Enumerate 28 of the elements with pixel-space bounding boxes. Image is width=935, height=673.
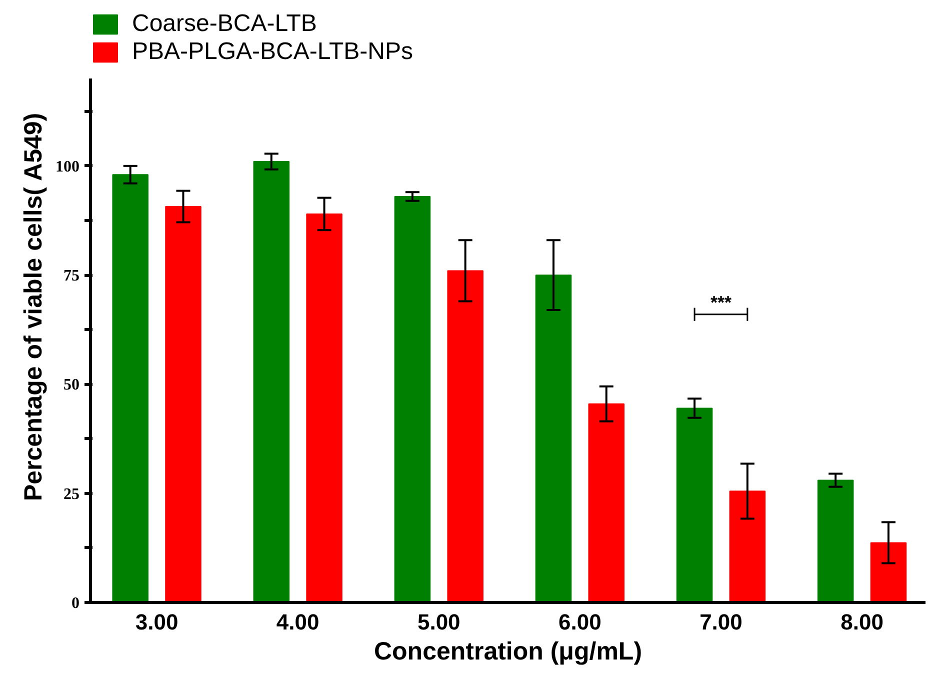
bar (535, 274, 572, 602)
legend-label: PBA-PLGA-BCA-LTB-NPs (132, 38, 413, 66)
x-tick-label: 4.00 (276, 610, 320, 634)
bar (394, 196, 431, 602)
bar (306, 213, 342, 602)
bar (447, 270, 484, 602)
y-axis-title: Percentage of viable cells( A549) (20, 112, 48, 502)
bar (870, 542, 907, 602)
bar (253, 161, 290, 602)
x-tick-label: 5.00 (417, 610, 460, 634)
bar (112, 174, 148, 602)
x-tick-label: 8.00 (840, 610, 884, 634)
x-axis-title: Concentration (μg/mL) (374, 638, 642, 666)
y-tick-label: 75 (64, 268, 80, 285)
bar (676, 408, 713, 602)
x-tick-label: 7.00 (700, 610, 742, 634)
x-tick-label: 6.00 (558, 610, 602, 634)
bar (817, 480, 854, 602)
x-tick-label: 3.00 (135, 610, 178, 634)
y-tick-label: 50 (64, 376, 80, 394)
bar (165, 206, 202, 602)
y-tick-label: 0 (72, 595, 80, 612)
legend-label: Coarse-BCA-LTB (132, 10, 317, 38)
bar (729, 490, 766, 602)
y-tick-label: 100 (56, 158, 80, 176)
y-tick-label: 25 (64, 486, 80, 503)
bar (588, 403, 625, 602)
annotation: *** (710, 292, 732, 312)
